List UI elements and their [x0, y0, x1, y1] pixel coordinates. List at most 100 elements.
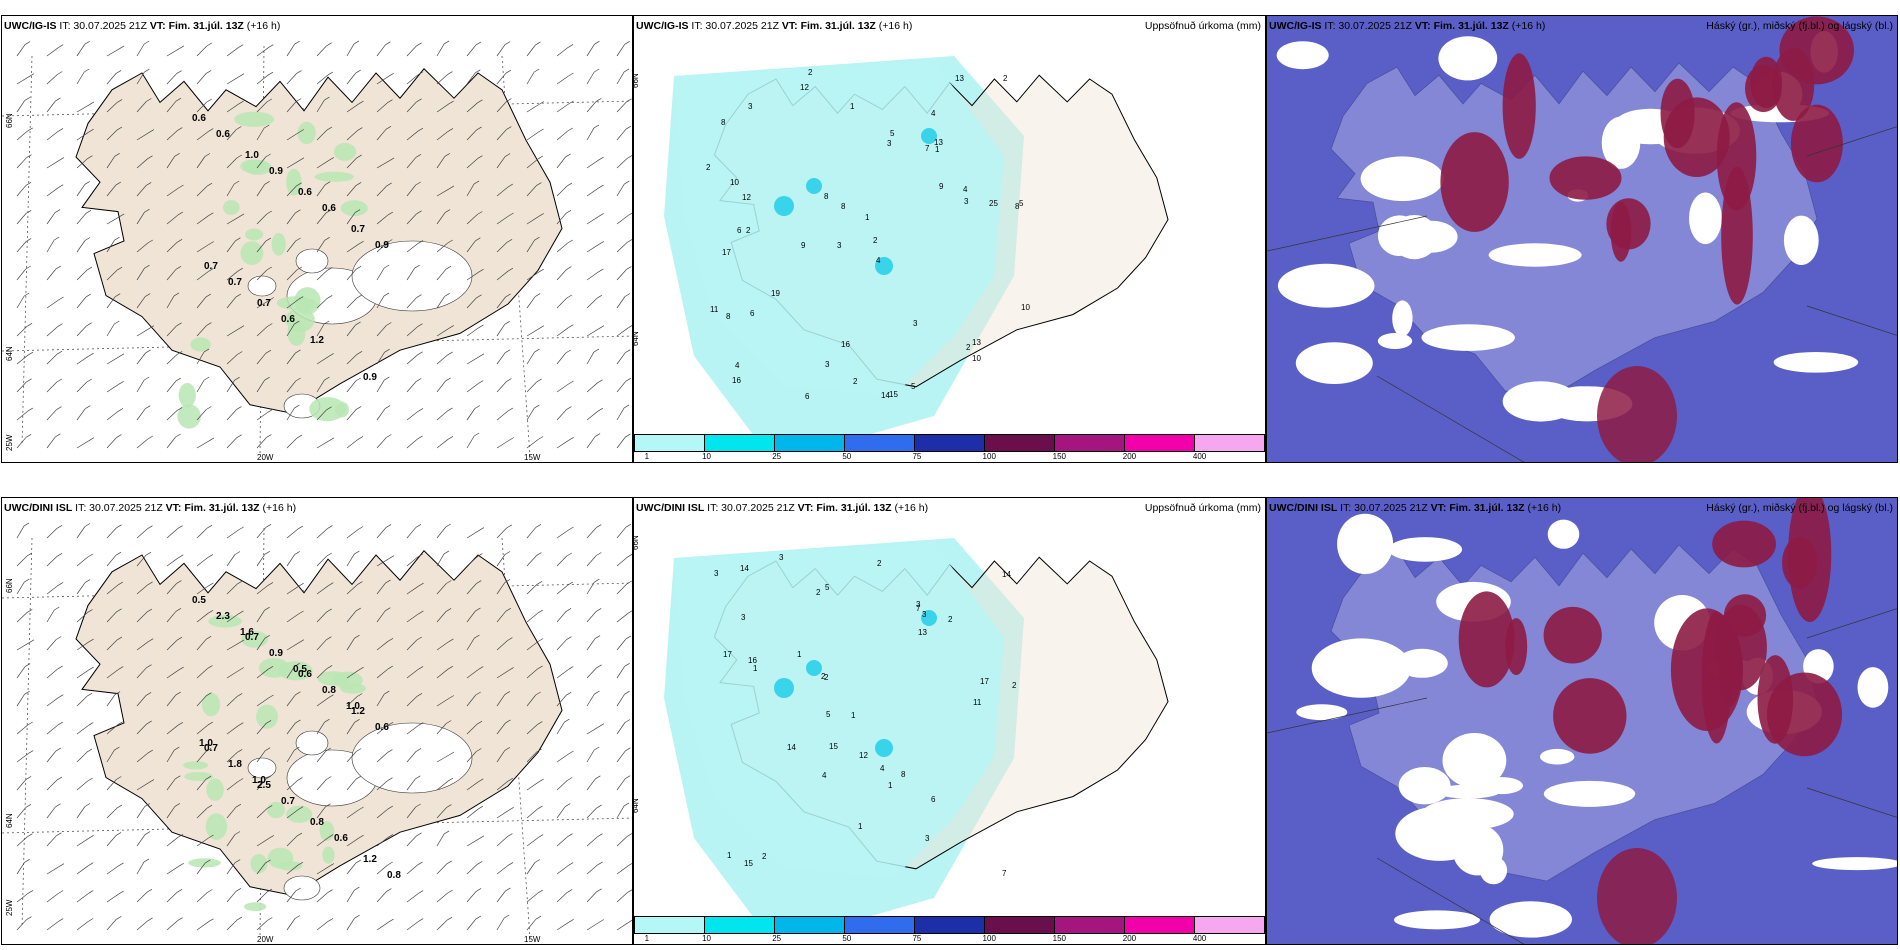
precip-value-label: 15 — [829, 742, 838, 751]
panel-header: UWC/IG-IS IT: 30.07.2025 21Z VT: Fim. 31… — [4, 20, 280, 32]
wind-barb — [256, 98, 272, 113]
precip-value-label: 9 — [801, 241, 806, 250]
wind-barb — [586, 348, 600, 365]
wind-gust-area — [267, 847, 294, 869]
wind-barb — [16, 322, 33, 337]
wind-value-label: 0.8 — [310, 817, 324, 828]
wind-barb — [466, 155, 483, 169]
wind-barb — [16, 127, 33, 141]
wind-barb — [316, 636, 332, 651]
wind-barb — [166, 70, 182, 85]
precip-value-label: 8 — [1015, 202, 1020, 211]
wind-barb — [196, 524, 213, 539]
panel-header: UWC/IG-IS IT: 30.07.2025 21Z VT: Fim. 31… — [636, 20, 912, 32]
wind-gust-area — [297, 121, 316, 145]
precip-value-label: 8 — [721, 118, 726, 127]
wind-barb — [256, 720, 272, 735]
wind-barb — [196, 293, 211, 309]
wind-barb — [286, 551, 300, 567]
wind-barb — [376, 72, 394, 85]
wind-barb — [466, 41, 481, 57]
wind-barb — [286, 237, 301, 253]
precip-value-label: 2 — [948, 615, 953, 624]
lon-gridline — [21, 537, 33, 929]
precip-value-label: 1 — [797, 650, 802, 659]
wind-barb — [16, 916, 32, 931]
colorbar-tick-label: 25 — [772, 934, 782, 943]
panel-wind-row2: UWC/DINI ISL IT: 30.07.2025 21Z VT: Fim.… — [1, 497, 633, 945]
wind-barb — [316, 525, 333, 539]
wind-barb — [46, 265, 61, 281]
wind-barb — [436, 695, 454, 707]
wind-gust-area — [244, 902, 267, 912]
wind-barb — [436, 830, 450, 847]
wind-barb — [196, 692, 212, 707]
wind-barb — [526, 182, 542, 197]
wind-barb — [196, 42, 212, 57]
wind-barb — [346, 209, 361, 225]
wind-gust-area — [223, 200, 240, 215]
wind-barb — [226, 831, 241, 847]
wind-barb — [46, 433, 61, 449]
wind-barb — [586, 664, 602, 679]
wind-barb — [436, 185, 455, 197]
wind-barb — [436, 325, 454, 337]
clear-sky-area — [1421, 324, 1515, 351]
wind-barb — [616, 802, 630, 819]
wind-barb — [526, 68, 540, 85]
precip-title: Uppsöfnuð úrkoma (mm) — [1144, 502, 1261, 514]
wind-barb — [196, 748, 212, 763]
precip-value-label: 2 — [816, 588, 821, 597]
wind-barb — [286, 377, 301, 393]
lead-time: (+16 h) — [891, 502, 929, 514]
precip-max — [875, 257, 893, 275]
wind-barb — [346, 377, 361, 393]
wind-barb — [466, 691, 481, 707]
precip-value-label: 3 — [922, 610, 927, 619]
precip-value-label: 16 — [748, 656, 757, 665]
wind-gust-area — [245, 228, 264, 241]
clear-sky-area — [1296, 704, 1348, 721]
wind-barb — [586, 325, 605, 337]
clear-sky-area — [1390, 215, 1439, 260]
wind-barb — [16, 407, 33, 421]
wind-barb — [586, 524, 602, 539]
precip-value-label: 14 — [881, 391, 890, 400]
wind-barb — [466, 835, 485, 847]
wind-barb — [376, 555, 395, 567]
wind-barb — [166, 803, 181, 819]
wind-barb — [46, 665, 63, 679]
wind-barb — [196, 804, 213, 819]
wind-barb — [226, 580, 243, 595]
wind-barb — [256, 237, 271, 253]
wind-barb — [436, 40, 450, 57]
wind-barb — [316, 96, 330, 113]
wind-value-label: 1.2 — [351, 706, 365, 717]
wind-barb — [436, 100, 454, 113]
wind-barb — [136, 349, 151, 365]
wind-barb — [106, 353, 125, 365]
wind-barb — [286, 691, 301, 707]
precip-max — [875, 739, 893, 757]
colorbar-tick-label: 10 — [702, 452, 712, 461]
wind-barb — [166, 351, 183, 365]
precip-value-label: 2 — [1012, 681, 1017, 690]
wind-barb — [526, 859, 541, 875]
wind-barb — [526, 348, 540, 365]
colorbar-tick-label: 400 — [1192, 934, 1207, 943]
wind-barb — [376, 376, 390, 393]
wind-barb — [406, 42, 422, 57]
wind-barb — [586, 40, 600, 57]
wind-barb — [16, 750, 34, 763]
wind-barb — [436, 860, 452, 875]
wind-barb — [16, 609, 33, 623]
wind-gust-area — [322, 846, 335, 864]
colorbar-segment — [774, 434, 844, 452]
wind-barb — [316, 437, 335, 449]
wind-barb — [136, 155, 153, 169]
wind-barb — [556, 239, 573, 253]
init-time: IT: 30.07.2025 21Z — [1321, 20, 1415, 32]
wind-barb — [616, 180, 630, 197]
precip-colorbar — [634, 434, 1265, 452]
precip-value-label: 3 — [748, 102, 753, 111]
